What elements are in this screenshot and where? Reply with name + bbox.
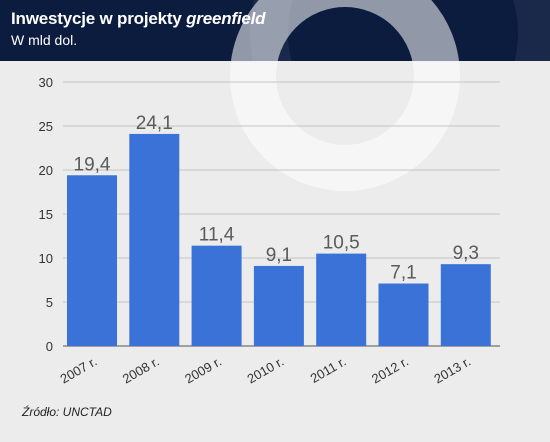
y-tick-label: 25 [39, 119, 53, 134]
y-tick-label: 20 [39, 163, 53, 178]
data-label: 11,4 [199, 225, 235, 246]
bar-chart: 0 5 10 15 20 25 30 19,4 2007 r. 24,1 2008 r. 11,4 20… [39, 75, 500, 387]
chart-title: Inwestycje w projekty greenfield [11, 9, 266, 28]
y-tick-label: 15 [39, 207, 53, 222]
x-tick-label: 2013 r. [431, 354, 473, 387]
x-tick-label: 2009 r. [182, 354, 224, 387]
y-tick-label: 10 [39, 251, 53, 266]
x-tick-label: 2008 r. [120, 354, 162, 387]
data-label: 10,5 [323, 233, 360, 254]
bar [191, 245, 242, 346]
data-label: 7,1 [390, 263, 416, 284]
y-tick-label: 5 [46, 295, 53, 310]
bar [378, 283, 429, 346]
bar [253, 265, 304, 346]
y-tick-label: 0 [46, 339, 53, 354]
x-tick-label: 2007 r. [58, 354, 100, 387]
data-label: 19,4 [74, 154, 111, 175]
bar [67, 175, 117, 346]
x-tick-label: 2012 r. [369, 354, 411, 387]
data-label: 9,3 [453, 243, 479, 264]
source-note: Źródło: UNCTAD [22, 405, 112, 419]
data-label: 9,1 [266, 245, 292, 266]
x-tick-label: 2010 r. [244, 354, 286, 387]
data-label: 24,1 [136, 113, 173, 134]
bar [129, 133, 180, 346]
bar [316, 253, 367, 346]
x-tick-label: 2011 r. [308, 354, 349, 386]
chart-subtitle: W mld dol. [11, 32, 78, 48]
bar [440, 264, 491, 346]
y-tick-label: 30 [39, 75, 53, 90]
